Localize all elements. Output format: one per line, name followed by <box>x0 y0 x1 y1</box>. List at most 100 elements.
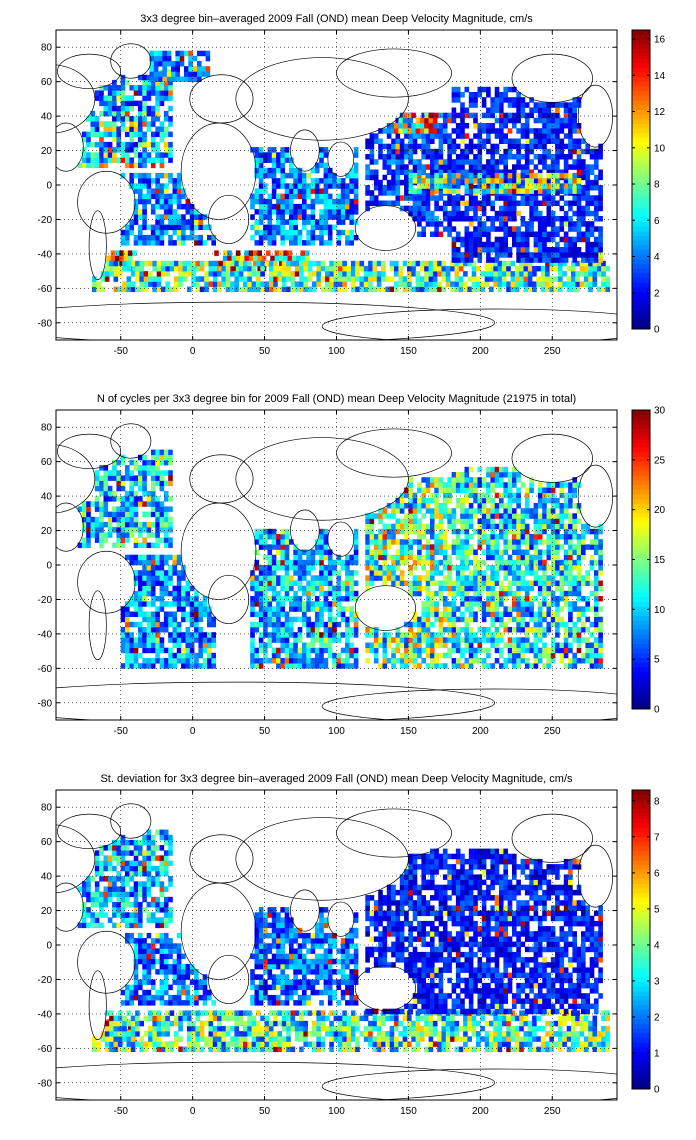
heatmap-cell <box>533 565 539 571</box>
heatmap-cell <box>386 128 392 134</box>
heatmap-cell <box>277 271 283 277</box>
heatmap-cell <box>159 485 165 492</box>
heatmap-cell <box>133 475 139 481</box>
heatmap-cell <box>94 506 100 512</box>
heatmap-cell <box>221 271 226 277</box>
heatmap-cell <box>468 205 474 212</box>
heatmap-cell <box>499 637 504 643</box>
heatmap-cell <box>558 260 563 267</box>
heatmap-cell <box>486 575 491 581</box>
heatmap-cell <box>103 126 109 132</box>
heatmap-cell <box>162 61 167 67</box>
heatmap-cell <box>271 621 277 628</box>
heatmap-cell <box>471 260 477 267</box>
heatmap-cell <box>408 652 413 659</box>
heatmap-cell <box>503 570 508 576</box>
heatmap-cell <box>476 286 481 293</box>
heatmap-cell <box>601 286 606 293</box>
heatmap-cell <box>399 570 405 576</box>
heatmap-cell <box>481 647 487 654</box>
heatmap-cell <box>94 121 100 127</box>
heatmap-cell <box>533 663 539 669</box>
heatmap-cell <box>507 627 513 633</box>
heatmap-cell <box>430 231 435 237</box>
heatmap-cell <box>434 133 439 139</box>
heatmap-cell <box>133 90 139 96</box>
heatmap-cell <box>181 596 186 602</box>
heatmap-cell <box>314 611 320 617</box>
heatmap-cell <box>163 79 169 86</box>
heatmap-cell <box>155 642 160 648</box>
heatmap-cell <box>447 112 452 119</box>
heatmap-cell <box>159 554 165 561</box>
heatmap-cell <box>464 518 470 524</box>
heatmap-cell <box>302 652 307 659</box>
heatmap-cell <box>284 616 290 623</box>
heatmap-cell <box>155 537 160 543</box>
heatmap-cell <box>250 193 255 200</box>
heatmap-cell <box>176 183 182 189</box>
heatmap-cell <box>194 616 199 623</box>
heatmap-cell <box>481 169 487 175</box>
heatmap-cell <box>473 210 478 217</box>
heatmap-cell <box>155 606 160 612</box>
heatmap-cell <box>468 164 474 170</box>
x-tick-label: 50 <box>259 346 271 357</box>
heatmap-cell <box>302 663 307 669</box>
heatmap-cell <box>211 637 216 643</box>
heatmap-cell <box>205 50 211 57</box>
heatmap-cell <box>336 621 342 628</box>
heatmap-cells <box>77 50 611 293</box>
heatmap-cell <box>494 102 500 108</box>
heatmap-cell <box>460 477 465 483</box>
heatmap-cell <box>417 487 422 493</box>
heatmap-cell <box>161 271 166 277</box>
heatmap-cell <box>566 265 572 272</box>
heatmap-cell <box>271 632 277 638</box>
heatmap-cell <box>106 260 111 267</box>
heatmap-cell <box>486 178 491 184</box>
heatmap-cell <box>271 203 277 210</box>
heatmap-cell <box>368 271 373 277</box>
heatmap-cell <box>503 112 508 119</box>
heatmap-cell <box>468 642 474 648</box>
heatmap-cell <box>486 123 491 129</box>
heatmap-cell <box>430 148 435 155</box>
heatmap-cell <box>563 200 569 206</box>
heatmap-cell <box>284 188 290 194</box>
heatmap-cell <box>199 265 205 272</box>
heatmap-cell <box>86 511 91 518</box>
heatmap-cell <box>319 178 324 184</box>
heatmap-cell <box>415 128 421 134</box>
heatmap-cell <box>425 575 431 581</box>
heatmap-cell <box>417 523 422 530</box>
heatmap-cell <box>468 216 474 222</box>
heatmap-cell <box>512 112 517 119</box>
heatmap-cell <box>537 231 543 237</box>
heatmap-cell <box>176 178 182 184</box>
heatmap-cell <box>94 152 100 158</box>
heatmap-cell <box>267 224 273 231</box>
heatmap-cell <box>263 632 268 638</box>
heatmap-cell <box>507 154 513 160</box>
heatmap-cell <box>99 532 104 538</box>
heatmap-cell <box>156 260 162 267</box>
heatmap-cell <box>280 601 285 607</box>
heatmap-cell <box>533 210 539 217</box>
heatmap-cell <box>230 260 235 267</box>
heatmap-cell <box>386 513 392 519</box>
heatmap-cell <box>447 221 452 227</box>
heatmap-cell <box>103 85 109 91</box>
heatmap-cell <box>520 513 526 519</box>
heatmap-cell <box>77 162 83 169</box>
heatmap-cell <box>342 271 347 277</box>
heatmap-cell <box>391 154 396 160</box>
heatmap-cell <box>516 188 521 194</box>
heatmap-cell <box>455 544 461 550</box>
heatmap-cell <box>529 534 534 540</box>
heatmap-cell <box>549 286 554 293</box>
heatmap-cell <box>258 209 264 215</box>
heatmap-cell <box>529 148 534 155</box>
heatmap-cell <box>486 580 491 586</box>
heatmap-cell <box>524 169 530 175</box>
